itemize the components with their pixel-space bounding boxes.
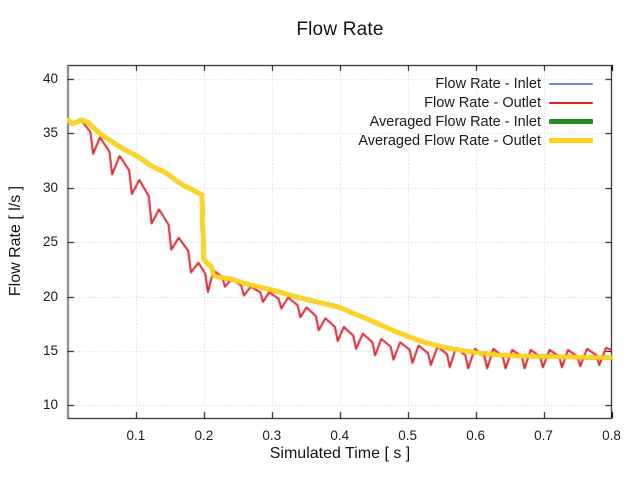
legend-item-flow-rate-inlet: Flow Rate - Inlet bbox=[358, 74, 593, 93]
y-tick-label-20: 20 bbox=[42, 288, 58, 304]
legend-label: Flow Rate - Outlet bbox=[424, 94, 541, 111]
x-tick-label-0.7: 0.7 bbox=[534, 428, 553, 443]
legend-line-sample-averaged-outlet-icon bbox=[549, 138, 593, 143]
y-tick-label-25: 25 bbox=[42, 234, 58, 250]
x-tick-label-0.3: 0.3 bbox=[262, 428, 282, 443]
chart-title: Flow Rate bbox=[296, 19, 384, 40]
x-tick-label-0.6: 0.6 bbox=[466, 428, 486, 443]
x-tick-label-0.1: 0.1 bbox=[126, 428, 146, 443]
y-tick-label-30: 30 bbox=[42, 179, 58, 195]
legend-label: Flow Rate - Inlet bbox=[435, 75, 541, 92]
y-tick-label-10: 10 bbox=[42, 397, 58, 413]
legend-line-sample-inlet-icon bbox=[549, 82, 593, 85]
legend-label: Averaged Flow Rate - Outlet bbox=[358, 132, 541, 149]
legend-label: Averaged Flow Rate - Inlet bbox=[369, 113, 541, 130]
x-axis-label: Simulated Time [ s ] bbox=[269, 445, 411, 462]
legend-item-flow-rate-outlet: Flow Rate - Outlet bbox=[358, 93, 593, 112]
legend: Flow Rate - Inlet Flow Rate - Outlet Ave… bbox=[358, 74, 593, 150]
legend-line-sample-outlet-icon bbox=[549, 101, 593, 104]
x-tick-label-0.5: 0.5 bbox=[398, 428, 418, 443]
x-tick-label-0.2: 0.2 bbox=[194, 428, 214, 443]
legend-line-sample-averaged-inlet-icon bbox=[549, 119, 593, 124]
x-tick-label-0.4: 0.4 bbox=[330, 428, 350, 443]
y-tick-label-40: 40 bbox=[42, 70, 58, 86]
legend-item-averaged-inlet: Averaged Flow Rate - Inlet bbox=[358, 112, 593, 131]
y-tick-label-15: 15 bbox=[42, 342, 58, 358]
x-tick-label-0.8: 0.8 bbox=[602, 428, 621, 443]
legend-item-averaged-outlet: Averaged Flow Rate - Outlet bbox=[358, 131, 593, 150]
y-tick-label-35: 35 bbox=[42, 125, 58, 141]
